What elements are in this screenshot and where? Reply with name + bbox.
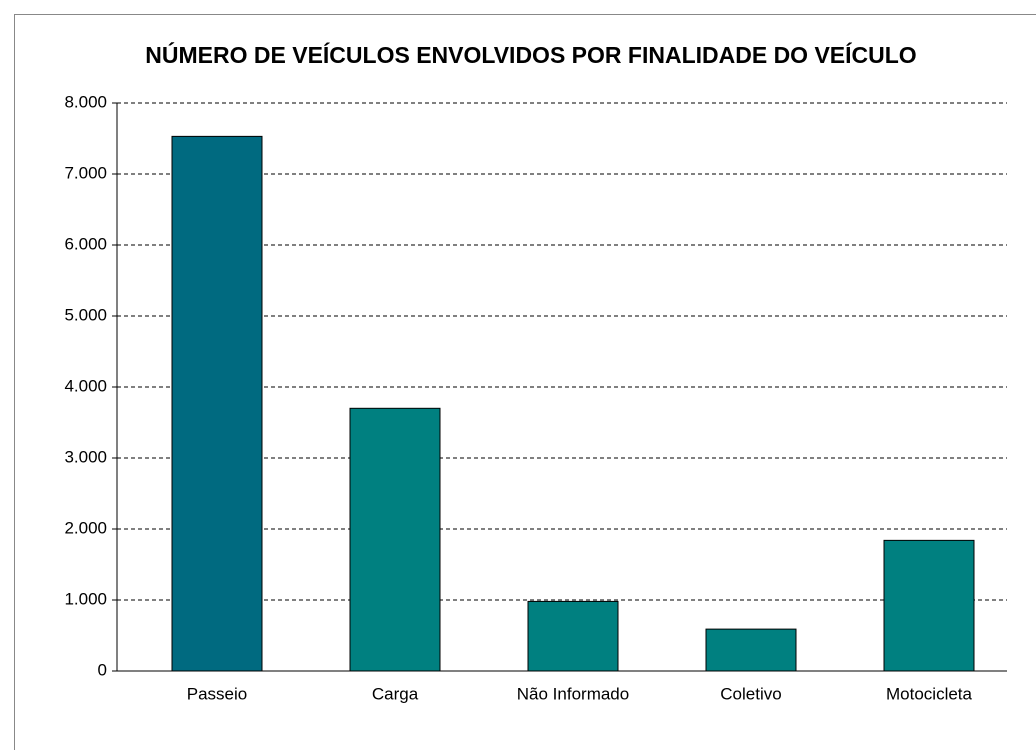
y-tick-label: 7.000: [64, 163, 107, 182]
chart-title: NÚMERO DE VEÍCULOS ENVOLVIDOS POR FINALI…: [145, 41, 916, 68]
bar: [705, 628, 797, 672]
y-tick-label: 2.000: [64, 518, 107, 537]
x-tick-label: Coletivo: [720, 684, 781, 703]
y-tick-label: 4.000: [64, 376, 107, 395]
bar: [527, 600, 619, 672]
bar: [171, 135, 263, 672]
x-tick-label: Passeio: [187, 684, 247, 703]
x-tick-label: Carga: [372, 684, 419, 703]
bar: [349, 407, 441, 672]
x-tick-label: Motocicleta: [886, 684, 973, 703]
y-tick-label: 8.000: [64, 92, 107, 111]
bar: [883, 539, 975, 672]
y-tick-label: 1.000: [64, 589, 107, 608]
y-tick-label: 0: [98, 660, 107, 679]
y-tick-label: 6.000: [64, 234, 107, 253]
chart-border: [14, 14, 1036, 750]
y-tick-label: 5.000: [64, 305, 107, 324]
x-tick-label: Não Informado: [517, 684, 629, 703]
y-tick-label: 3.000: [64, 447, 107, 466]
